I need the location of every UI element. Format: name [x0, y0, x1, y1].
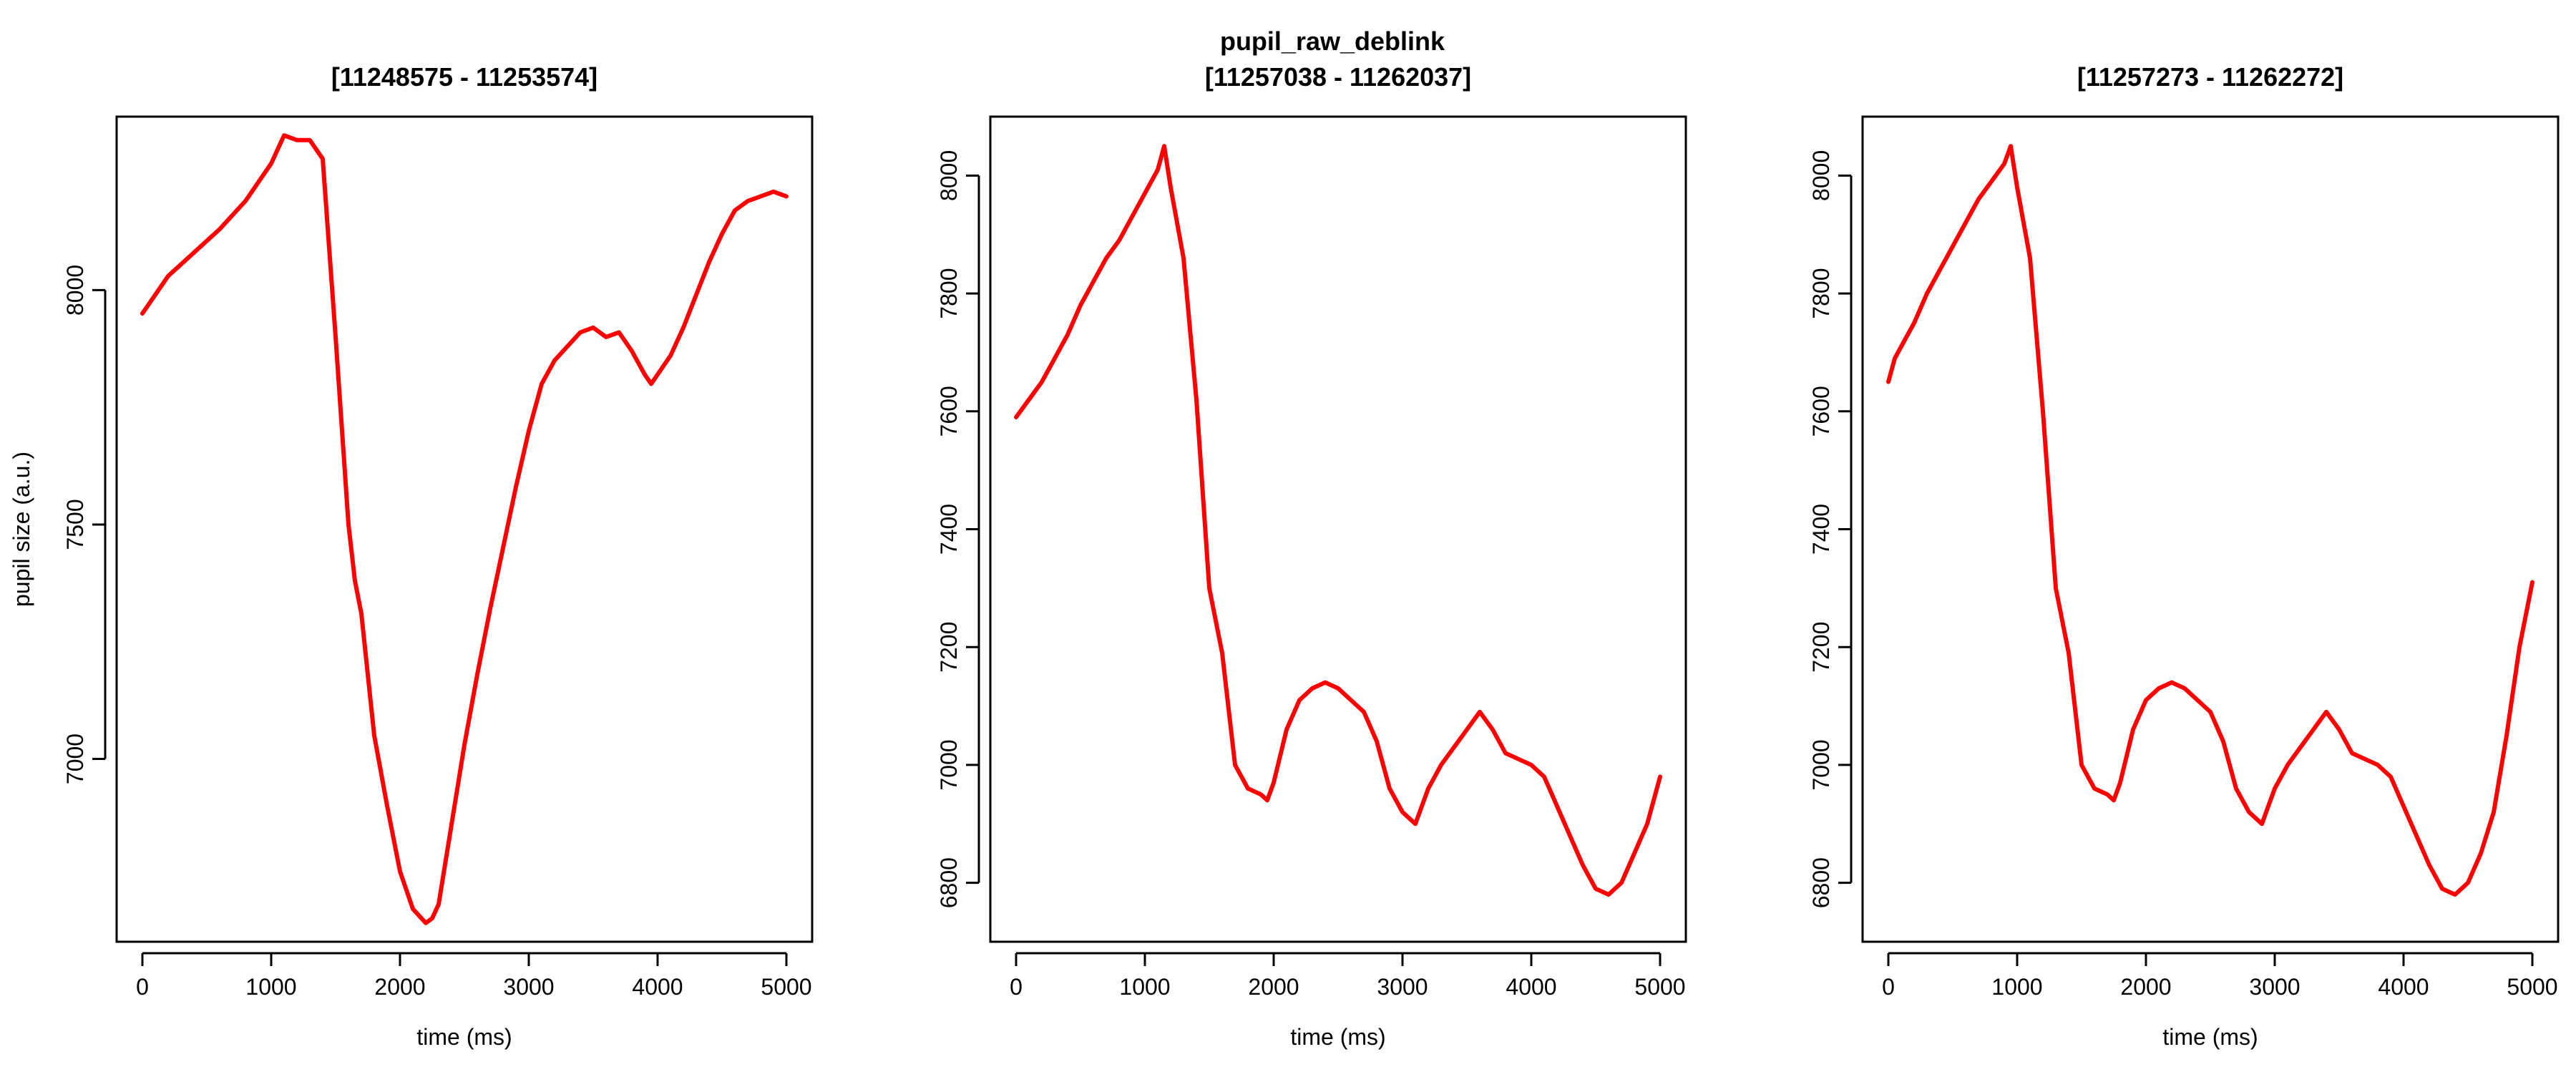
- y-tick-label: 7600: [1808, 386, 1834, 437]
- y-tick-label: 8000: [936, 150, 962, 201]
- y-tick-label: 7400: [1808, 504, 1834, 555]
- y-tick-label: 7000: [936, 739, 962, 790]
- x-tick-label: 3000: [503, 974, 554, 1000]
- chart-panel-2: [11257038 - 11262037] 0 1000 2000 3000 4000 50…: [936, 62, 1687, 1050]
- x-tick-label: 4000: [632, 974, 683, 1000]
- x-tick-label: 1000: [245, 974, 296, 1000]
- x-tick-label: 0: [136, 974, 149, 1000]
- x-tick-label: 2000: [2120, 974, 2171, 1000]
- figure-main-title: pupil_raw_deblink: [1220, 26, 1445, 56]
- panel-title: [11248575 - 11253574]: [331, 62, 597, 92]
- x-tick-label: 1000: [1991, 974, 2042, 1000]
- x-tick-label: 3000: [1377, 974, 1428, 1000]
- y-tick-label: 6800: [936, 857, 962, 908]
- series-line: [1014, 144, 1662, 897]
- y-tick-label: 8000: [1808, 150, 1834, 201]
- x-axis-label: time (ms): [2162, 1024, 2258, 1050]
- x-axis-label: time (ms): [416, 1024, 512, 1050]
- x-axis-label: time (ms): [1290, 1024, 1385, 1050]
- y-tick-label: 7200: [936, 622, 962, 673]
- y-tick-label: 7000: [62, 734, 88, 784]
- series-line: [1886, 144, 2534, 897]
- y-axis-label: pupil size (a.u.): [9, 452, 34, 607]
- plot-frame: [989, 115, 1687, 943]
- x-tick-label: 5000: [1634, 974, 1685, 1000]
- chart-panel-1: [11248575 - 11253574] 0 1000 2000 3000 4000 50…: [9, 62, 814, 1050]
- x-tick-label: 2000: [374, 974, 425, 1000]
- y-tick-label: 7500: [62, 499, 88, 550]
- y-tick-label: 7600: [936, 386, 962, 437]
- x-tick-label: 1000: [1119, 974, 1170, 1000]
- y-tick-label: 6800: [1808, 857, 1834, 908]
- x-tick-label: 3000: [2249, 974, 2300, 1000]
- y-tick-label: 7400: [936, 504, 962, 555]
- chart-panel-3: [11257273 - 11262272] 0 1000 2000 3000 4000 50…: [1808, 62, 2560, 1050]
- panel-title: [11257038 - 11262037]: [1205, 62, 1471, 92]
- x-tick-label: 2000: [1248, 974, 1299, 1000]
- x-tick-label: 0: [1882, 974, 1895, 1000]
- x-tick-label: 5000: [761, 974, 811, 1000]
- plot-frame: [1861, 115, 2560, 943]
- x-tick-label: 5000: [2507, 974, 2557, 1000]
- y-tick-label: 7200: [1808, 622, 1834, 673]
- y-tick-label: 7800: [1808, 268, 1834, 318]
- x-tick-label: 4000: [1506, 974, 1556, 1000]
- y-tick-label: 7800: [936, 268, 962, 318]
- y-tick-label: 8000: [62, 265, 88, 316]
- x-tick-label: 0: [1010, 974, 1023, 1000]
- series-line: [140, 133, 789, 925]
- plot-frame: [115, 115, 814, 943]
- y-tick-label: 7000: [1808, 739, 1834, 790]
- x-tick-label: 4000: [2378, 974, 2429, 1000]
- panel-title: [11257273 - 11262272]: [2077, 62, 2343, 92]
